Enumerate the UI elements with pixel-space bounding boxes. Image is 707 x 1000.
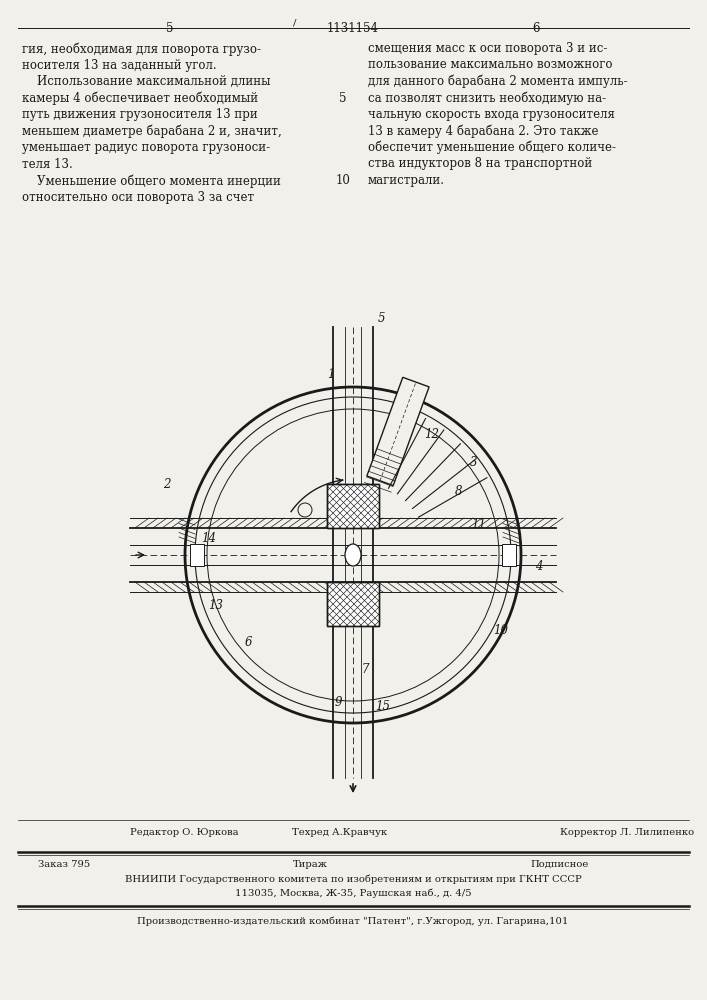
Text: уменьшает радиус поворота грузоноси-: уменьшает радиус поворота грузоноси-: [22, 141, 270, 154]
Text: 5: 5: [339, 92, 346, 104]
Text: гия, необходимая для поворота грузо-: гия, необходимая для поворота грузо-: [22, 42, 261, 55]
Text: камеры 4 обеспечивает необходимый: камеры 4 обеспечивает необходимый: [22, 92, 258, 105]
Text: 1: 1: [327, 368, 334, 381]
Text: Использование максимальной длины: Использование максимальной длины: [22, 75, 271, 88]
Text: 12: 12: [424, 428, 440, 441]
Bar: [327, 582, 379, 626]
Text: Техред А.Кравчук: Техред А.Кравчук: [293, 828, 387, 837]
Text: Редактор О. Юркова: Редактор О. Юркова: [130, 828, 239, 837]
Text: 113035, Москва, Ж-35, Раушская наб., д. 4/5: 113035, Москва, Ж-35, Раушская наб., д. …: [235, 888, 472, 898]
Text: 13 в камеру 4 барабана 2. Это также: 13 в камеру 4 барабана 2. Это также: [368, 124, 599, 138]
Text: обеспечит уменьшение общего количе-: обеспечит уменьшение общего количе-: [368, 141, 616, 154]
Text: меньшем диаметре барабана 2 и, значит,: меньшем диаметре барабана 2 и, значит,: [22, 124, 282, 138]
Text: путь движения грузоносителя 13 при: путь движения грузоносителя 13 при: [22, 108, 258, 121]
Text: 6: 6: [532, 22, 539, 35]
Text: 15: 15: [375, 700, 390, 713]
Text: 2: 2: [163, 479, 171, 491]
Text: для данного барабана 2 момента импуль-: для данного барабана 2 момента импуль-: [368, 75, 628, 89]
Text: 7: 7: [361, 663, 369, 676]
Bar: [190, 544, 204, 566]
Text: ВНИИПИ Государственного комитета по изобретениям и открытиям при ГКНТ СССР: ВНИИПИ Государственного комитета по изоб…: [124, 874, 581, 884]
Text: 5: 5: [378, 312, 385, 326]
Text: магистрали.: магистрали.: [368, 174, 445, 187]
Text: 11: 11: [472, 518, 486, 531]
Text: Подписное: Подписное: [530, 860, 588, 869]
Text: чальную скорость входа грузоносителя: чальную скорость входа грузоносителя: [368, 108, 615, 121]
Text: смещения масс к оси поворота 3 и ис-: смещения масс к оси поворота 3 и ис-: [368, 42, 607, 55]
Text: 10: 10: [493, 624, 508, 637]
Text: ства индукторов 8 на транспортной: ства индукторов 8 на транспортной: [368, 157, 592, 170]
Bar: [327, 582, 379, 626]
Text: 4: 4: [535, 560, 543, 574]
Text: 14: 14: [201, 532, 216, 545]
Text: теля 13.: теля 13.: [22, 157, 73, 170]
Text: /: /: [293, 18, 297, 27]
Polygon shape: [367, 377, 429, 486]
Text: 5: 5: [166, 22, 174, 35]
Text: Производственно-издательский комбинат "Патент", г.Ужгород, ул. Гагарина,101: Производственно-издательский комбинат "П…: [137, 916, 568, 926]
Text: Заказ 795: Заказ 795: [38, 860, 90, 869]
Text: 10: 10: [336, 174, 351, 187]
Text: 9: 9: [334, 696, 341, 709]
Text: 6: 6: [245, 636, 252, 649]
Text: пользование максимально возможного: пользование максимально возможного: [368, 58, 612, 72]
Text: са позволят снизить необходимую на-: са позволят снизить необходимую на-: [368, 92, 606, 105]
Text: Уменьшение общего момента инерции: Уменьшение общего момента инерции: [22, 174, 281, 188]
Ellipse shape: [345, 544, 361, 566]
Bar: [327, 484, 379, 528]
Bar: [502, 544, 516, 566]
Text: 3: 3: [470, 456, 478, 469]
Text: Корректор Л. Лилипенко: Корректор Л. Лилипенко: [560, 828, 694, 837]
Text: Тираж: Тираж: [293, 860, 327, 869]
Text: носителя 13 на заданный угол.: носителя 13 на заданный угол.: [22, 58, 216, 72]
Text: 8: 8: [455, 485, 462, 498]
Bar: [327, 484, 379, 528]
Text: 13: 13: [208, 599, 223, 612]
Text: относительно оси поворота 3 за счет: относительно оси поворота 3 за счет: [22, 190, 254, 204]
Text: 1131154: 1131154: [327, 22, 379, 35]
